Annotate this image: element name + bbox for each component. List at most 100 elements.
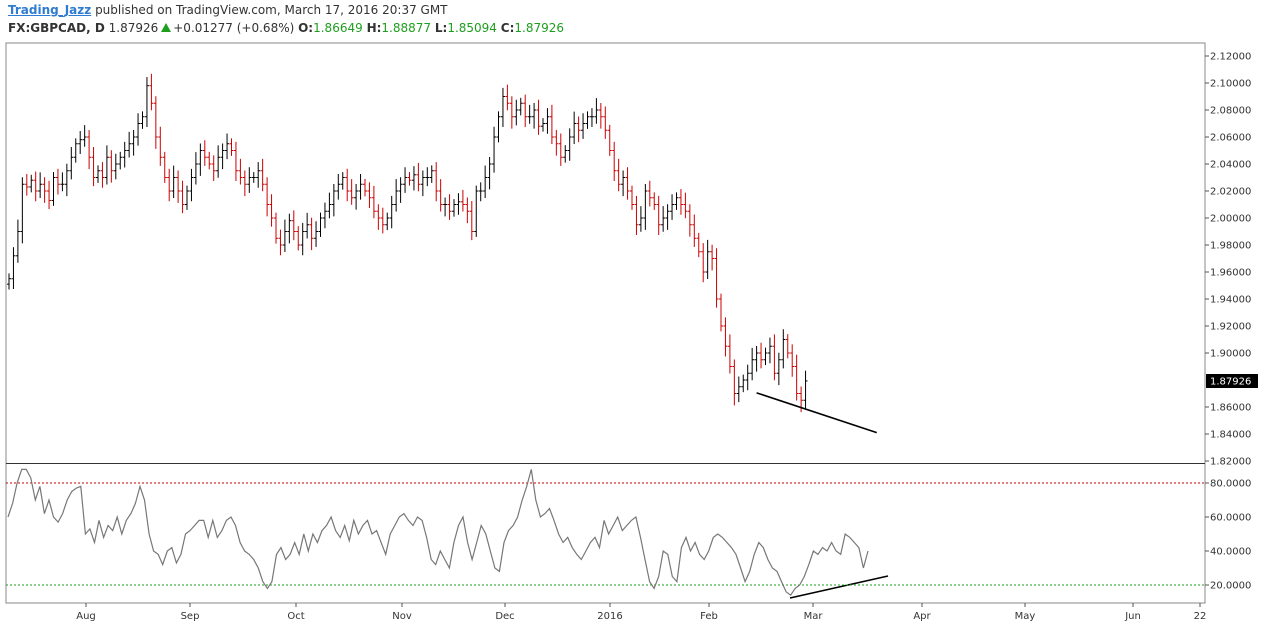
price-bar: [585, 111, 590, 129]
rsi-trendline[interactable]: [789, 575, 889, 599]
open-value: 1.86649: [313, 21, 363, 35]
price-bar: [678, 189, 683, 215]
price-bar: [527, 104, 532, 124]
price-bar: [523, 94, 528, 128]
rsi-tick-label: 40.0000: [1210, 547, 1251, 558]
price-bar: [478, 182, 483, 202]
price-tick-label: 2.00000: [1210, 214, 1251, 225]
price-tick-label: 2.02000: [1210, 187, 1251, 198]
price-bar: [687, 204, 692, 237]
time-tick-label: 2016: [597, 611, 622, 622]
price-bar: [532, 102, 537, 129]
price-bar: [87, 129, 92, 170]
price-bar: [100, 162, 105, 188]
price-bar: [683, 192, 688, 219]
price-bar: [394, 179, 399, 212]
price-bar: [331, 183, 336, 217]
time-tick-label: Apr: [913, 611, 931, 622]
price-bar: [189, 168, 194, 202]
price-bar: [612, 141, 617, 182]
price-bar: [193, 152, 198, 185]
price-bar: [122, 141, 127, 168]
price-bar: [750, 347, 755, 381]
price-bar: [363, 178, 367, 197]
time-tick-label: Nov: [392, 611, 412, 622]
price-bar: [24, 173, 29, 196]
trendlines[interactable]: [756, 392, 889, 599]
price-bar: [55, 168, 60, 195]
price-bar: [719, 293, 723, 332]
price-bar: [82, 125, 87, 147]
price-bar: [447, 194, 452, 220]
price-bar: [505, 84, 510, 111]
price-bar: [20, 177, 25, 244]
price-bar: [754, 345, 759, 372]
rsi-axis[interactable]: 80.0000 60.0000 40.0000 20.0000: [1205, 479, 1251, 592]
price-bar: [69, 146, 74, 180]
price-bar: [7, 273, 11, 290]
price-bar: [661, 206, 666, 232]
price-trendline[interactable]: [756, 392, 878, 434]
price-bar: [171, 165, 176, 199]
price-bar: [745, 364, 750, 391]
price-tick-label: 2.08000: [1210, 106, 1251, 117]
price-bar: [736, 376, 741, 403]
price-change: +0.01277 (+0.68%): [173, 21, 295, 35]
price-bar: [398, 177, 403, 203]
price-bar: [710, 244, 715, 271]
price-bar: [300, 222, 305, 256]
time-axis[interactable]: Aug Sep Oct Nov Dec 2016 Feb Mar Apr May Jun 22: [76, 603, 1206, 622]
price-bar: [732, 359, 737, 406]
price-bar: [131, 129, 136, 156]
price-bar: [705, 239, 710, 280]
price-bar: [572, 111, 577, 145]
price-axis[interactable]: 2.12000 2.10000 2.08000 2.06000 2.04000 2.020…: [1205, 52, 1258, 468]
price-bar: [225, 133, 230, 160]
low-label: L:: [434, 21, 448, 35]
price-bar: [443, 197, 448, 217]
price-bar: [767, 337, 772, 364]
price-bar: [411, 166, 416, 191]
price-bar: [42, 177, 47, 203]
price-bar: [327, 192, 332, 219]
price-bar: [96, 165, 100, 183]
time-tick-label: Sep: [181, 611, 200, 622]
price-bar: [563, 145, 568, 163]
price-bar: [803, 370, 808, 409]
price-bar: [567, 128, 572, 161]
price-bar: [238, 158, 243, 185]
up-arrow-icon: [161, 23, 172, 32]
price-bar: [518, 97, 523, 116]
price-bar: [483, 165, 488, 199]
price-bar: [354, 183, 359, 210]
price-bar: [73, 138, 78, 163]
price-tick-label: 2.10000: [1210, 79, 1251, 90]
symbol-name: FX:GBPCAD, D: [8, 21, 105, 35]
price-bar: [549, 104, 554, 145]
last-price: 1.87926: [108, 21, 159, 35]
price-bar: [91, 146, 96, 187]
price-bar: [282, 219, 287, 253]
price-bar: [465, 197, 470, 224]
rsi-tick-label: 80.0000: [1210, 479, 1251, 490]
price-bar: [118, 151, 123, 170]
time-tick-label: Dec: [495, 611, 514, 622]
price-bar: [741, 374, 746, 393]
price-bar: [278, 229, 283, 256]
price-bar: [500, 87, 505, 128]
price-bar: [554, 129, 559, 156]
price-bar: [162, 151, 167, 183]
price-bar: [291, 210, 296, 241]
price-bar: [772, 334, 777, 381]
author-link[interactable]: Trading_Jazz: [8, 3, 92, 17]
price-bar: [78, 131, 83, 155]
price-bar: [158, 126, 163, 166]
price-bar: [349, 179, 354, 205]
price-bar: [385, 212, 390, 231]
price-bar: [389, 195, 394, 229]
price-tick-label: 1.86000: [1210, 403, 1251, 414]
last-price-tag-label: 1.87926: [1210, 376, 1251, 387]
price-bar: [701, 243, 706, 283]
price-bar: [696, 232, 701, 258]
